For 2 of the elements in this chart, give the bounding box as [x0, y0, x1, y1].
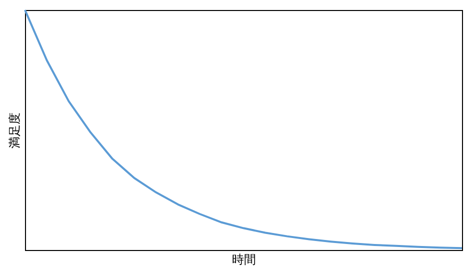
- x-axis-title: 時間: [232, 252, 256, 266]
- y-axis-title: 満足度: [8, 112, 22, 148]
